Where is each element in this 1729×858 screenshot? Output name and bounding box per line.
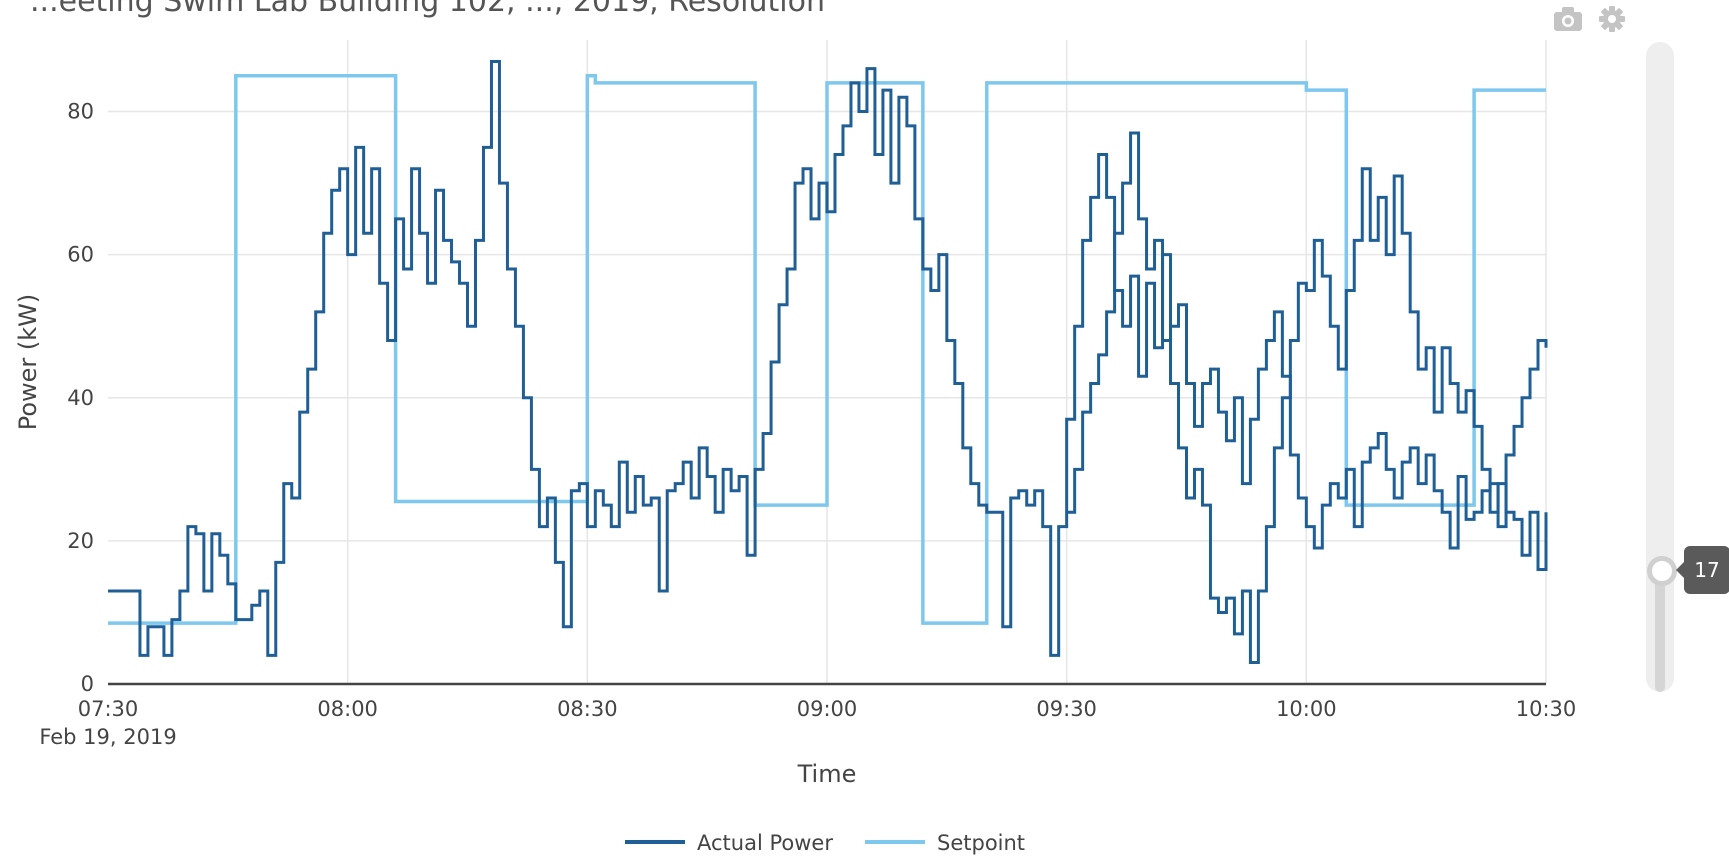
slider-handle[interactable] bbox=[1647, 556, 1677, 586]
chart-title: ...eeting Swim Lab Building 102, ..., 20… bbox=[30, 0, 825, 19]
slider-fill bbox=[1655, 568, 1665, 692]
x-tick-label: 08:00 bbox=[317, 697, 378, 721]
gear-icon-glyph bbox=[1599, 6, 1625, 32]
series-line-0 bbox=[108, 59, 1548, 665]
x-tick-sublabel: Feb 19, 2019 bbox=[39, 725, 176, 749]
x-axis-title: Time bbox=[797, 760, 857, 788]
y-tick-label: 40 bbox=[67, 386, 94, 410]
legend-label: Setpoint bbox=[937, 831, 1025, 855]
y-tick-label: 0 bbox=[81, 672, 94, 696]
x-tick-label: 08:30 bbox=[557, 697, 618, 721]
x-tick-label: 07:30 bbox=[78, 697, 139, 721]
axes: 07:30 08:00 08:30 09:00 09:30 10:00 10:30 Feb 1… bbox=[14, 100, 1576, 788]
x-tick-label: 09:30 bbox=[1036, 697, 1097, 721]
camera-icon-glyph bbox=[1554, 7, 1582, 31]
y-tick-label: 60 bbox=[67, 243, 94, 267]
y-axis-title: Power (kW) bbox=[14, 294, 42, 431]
x-tick-label: 10:00 bbox=[1276, 697, 1337, 721]
legend-label: Actual Power bbox=[697, 831, 833, 855]
modebar bbox=[1552, 4, 1628, 34]
gear-icon[interactable] bbox=[1596, 4, 1628, 34]
y-tick-label: 80 bbox=[67, 100, 94, 124]
slider-value-badge: 17 bbox=[1676, 546, 1729, 594]
legend: Actual Power Setpoint bbox=[625, 831, 1025, 855]
camera-icon[interactable] bbox=[1552, 4, 1584, 34]
y-tick-label: 20 bbox=[67, 529, 94, 553]
x-tick-label: 09:00 bbox=[797, 697, 858, 721]
x-tick-label: 10:30 bbox=[1516, 697, 1577, 721]
series-line-0-b bbox=[1066, 131, 1548, 550]
series-line-1 bbox=[108, 74, 1546, 625]
series-layer bbox=[108, 59, 1548, 665]
